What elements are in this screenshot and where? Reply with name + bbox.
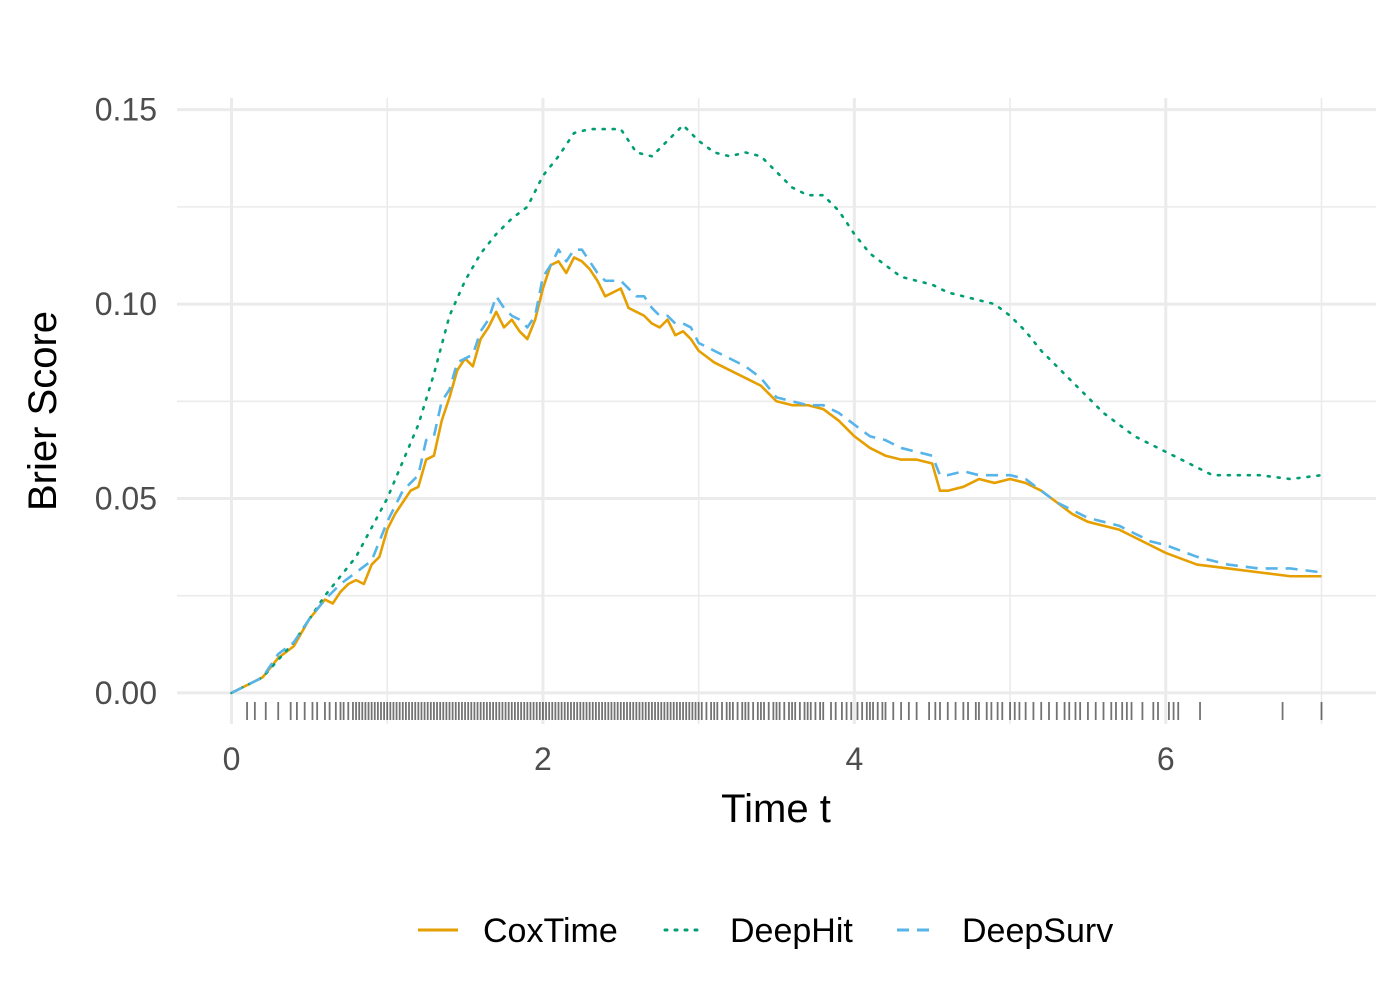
y-tick-label: 0.15 [95, 92, 157, 128]
series-line-coxtime [230, 256, 1322, 695]
x-tick-label: 0 [223, 741, 241, 777]
y-tick-label: 0.10 [95, 286, 157, 322]
series-line-deepsurv [230, 248, 1322, 695]
legend-label: DeepSurv [962, 912, 1113, 950]
y-tick-label: 0.00 [95, 675, 157, 711]
legend-item-deepsurv: DeepSurv [897, 912, 1113, 950]
x-tick-label: 2 [534, 741, 552, 777]
rug-marks [246, 702, 1323, 720]
legend: CoxTime DeepHit DeepSurv [418, 912, 1113, 950]
x-axis-title: Time t [721, 787, 831, 831]
legend-label: DeepHit [730, 912, 853, 950]
y-tick-label: 0.05 [95, 480, 157, 516]
legend-item-deephit: DeepHit [663, 912, 853, 950]
series-lines [230, 123, 1323, 695]
x-tick-label: 6 [1157, 741, 1175, 777]
x-tick-label: 4 [845, 741, 863, 777]
legend-label: CoxTime [483, 912, 618, 950]
tick-labels: 0 2 4 6 0.00 0.05 0.10 0.15 [95, 92, 1175, 777]
y-axis-title: Brier Score [21, 311, 65, 511]
legend-item-coxtime: CoxTime [418, 912, 618, 950]
series-line-deephit [230, 123, 1323, 695]
